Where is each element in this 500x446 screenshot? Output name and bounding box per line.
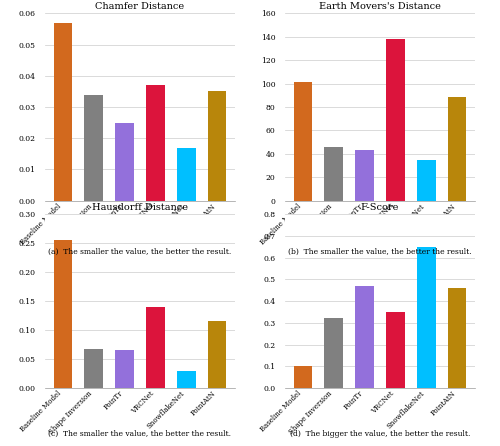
Bar (116, 351, 134, 388)
Bar (386, 39, 404, 201)
Bar (54, 23, 72, 201)
Bar (294, 366, 312, 388)
Text: (b)  The smaller the value, the better the result.: (b) The smaller the value, the better th… (288, 248, 472, 256)
Text: (c)  The smaller the value, the better the result.: (c) The smaller the value, the better th… (48, 429, 232, 438)
Bar (386, 312, 404, 388)
Bar (417, 160, 436, 201)
Title: Hausdorff Distance: Hausdorff Distance (92, 203, 188, 212)
Title: Chamfer Distance: Chamfer Distance (96, 2, 184, 11)
Bar (146, 307, 165, 388)
Text: (d)  The bigger the value, the better the result.: (d) The bigger the value, the better the… (290, 429, 470, 438)
Bar (208, 91, 227, 201)
Bar (177, 148, 196, 201)
Bar (324, 147, 343, 201)
Title: Earth Movers's Distance: Earth Movers's Distance (319, 2, 441, 11)
Text: (a)  The smaller the value, the better the result.: (a) The smaller the value, the better th… (48, 248, 232, 256)
Bar (84, 95, 103, 201)
Bar (116, 123, 134, 201)
Bar (356, 286, 374, 388)
Bar (294, 83, 312, 201)
Bar (417, 247, 436, 388)
Bar (448, 96, 466, 201)
Bar (84, 349, 103, 388)
Bar (448, 288, 466, 388)
Bar (146, 85, 165, 201)
Bar (324, 318, 343, 388)
Bar (208, 321, 227, 388)
Bar (54, 240, 72, 388)
Title: F-Score: F-Score (361, 203, 399, 212)
Bar (356, 150, 374, 201)
Bar (177, 371, 196, 388)
